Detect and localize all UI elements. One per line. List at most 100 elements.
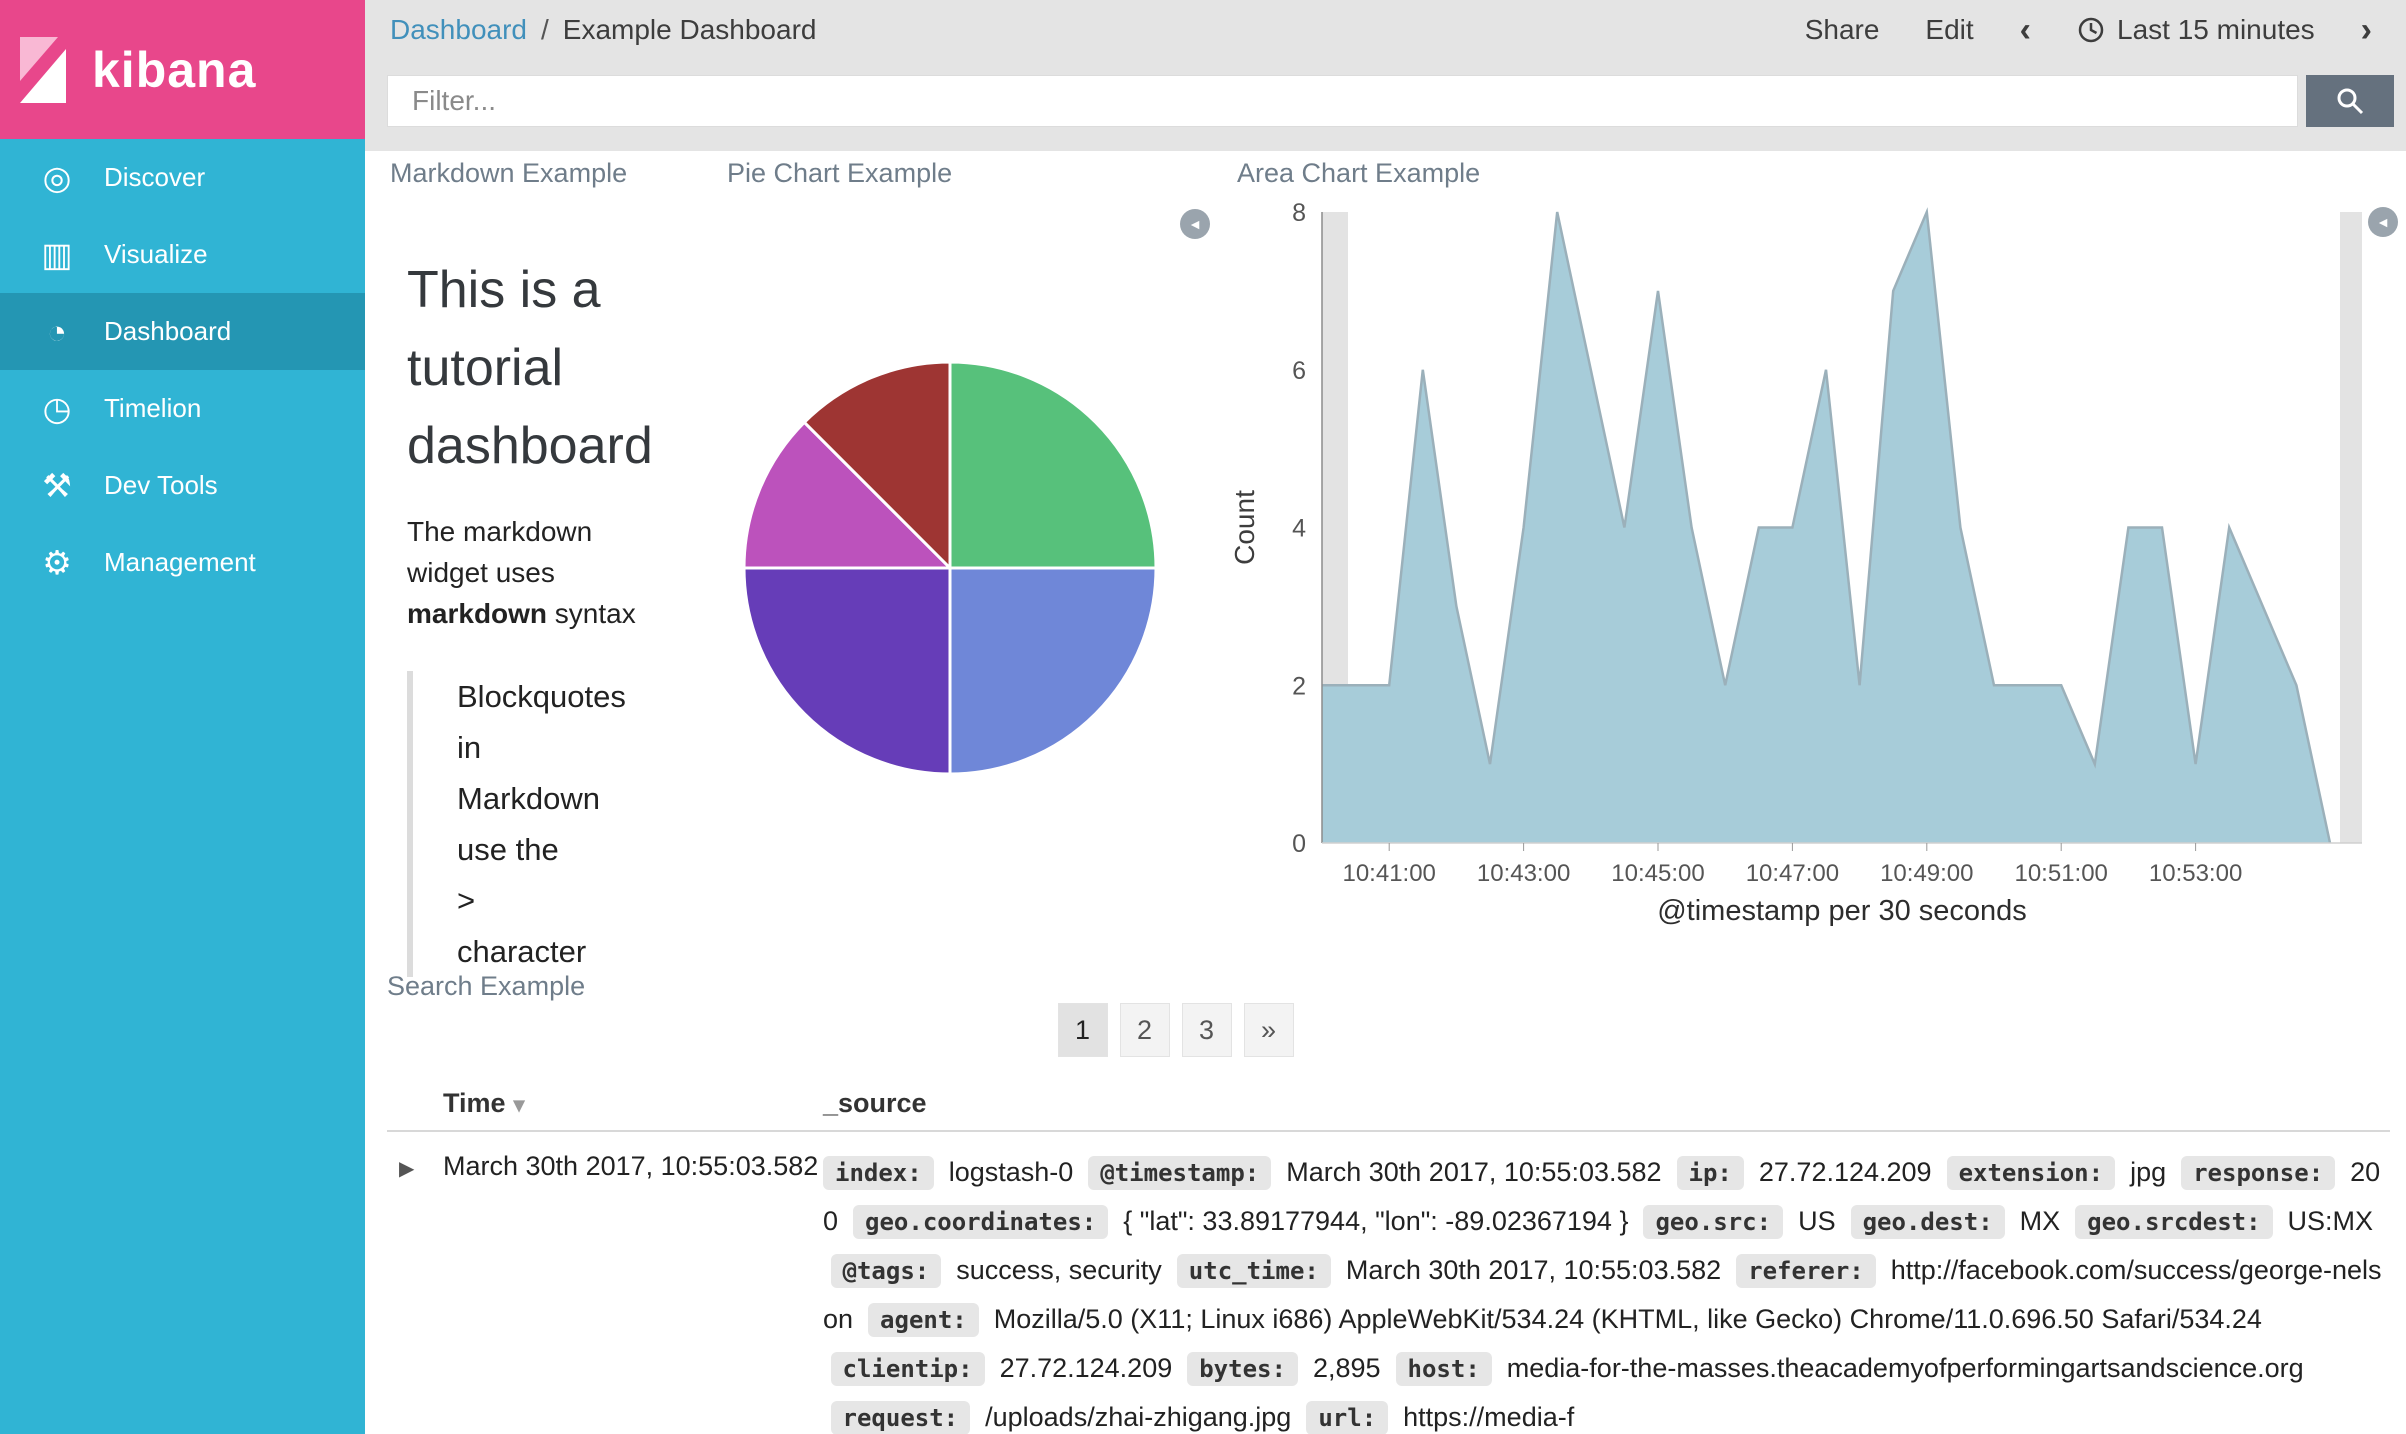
- field-name-badge: geo.coordinates:: [853, 1205, 1109, 1239]
- pie-slice-0[interactable]: [948, 360, 1158, 570]
- edit-button[interactable]: Edit: [1925, 13, 1974, 45]
- table-body: ▶ March 30th 2017, 10:55:03.582 index: log…: [387, 1132, 2390, 1434]
- field-value: March 30th 2017, 10:55:03.582: [1330, 1255, 1737, 1285]
- field-value: March 30th 2017, 10:55:03.582: [1271, 1157, 1677, 1187]
- sidebar-item-label: Dashboard: [104, 316, 232, 346]
- area-chart: 0 2 4 6 8 10:41:00 10:43:00 10:45:00 10:47:00 10:…: [1229, 190, 2406, 980]
- field-value: 27.72.124.209: [1743, 1157, 1947, 1187]
- pie-slice-1[interactable]: [948, 566, 1158, 776]
- kibana-wordmark: kibana: [92, 41, 257, 98]
- kibana-logo[interactable]: kibana: [0, 0, 365, 139]
- breadcrumb-dashboard-link[interactable]: Dashboard: [390, 13, 527, 45]
- search-button[interactable]: [2306, 75, 2394, 127]
- sidebar-item-timelion[interactable]: ◷ Timelion: [0, 370, 365, 447]
- sidebar-item-label: Timelion: [104, 393, 202, 423]
- field-name-badge: utc_time:: [1176, 1254, 1331, 1288]
- sidebar-nav: ◎ Discover ▥ Visualize ◔ Dashboard ◷ Timelion ⚒ D…: [0, 139, 365, 601]
- field-name-badge: geo.srcdest:: [2075, 1205, 2273, 1239]
- row-expand-caret-icon[interactable]: ▶: [399, 1158, 415, 1180]
- sidebar-item-label: Discover: [104, 162, 206, 192]
- field-name-badge: agent:: [868, 1303, 979, 1337]
- field-name-badge: clientip:: [830, 1352, 985, 1386]
- pie-panel-title: Pie Chart Example: [727, 158, 953, 188]
- clock-icon: [2078, 17, 2104, 42]
- pagination-page-1[interactable]: 1: [1057, 1003, 1108, 1057]
- area-series-line: [1322, 207, 2332, 844]
- field-name-badge: url:: [1306, 1401, 1389, 1434]
- pie-slice-3[interactable]: [742, 420, 954, 570]
- field-value: 200: [823, 1157, 2381, 1236]
- pie-slice-2[interactable]: [742, 566, 952, 776]
- field-name-badge: host:: [1395, 1352, 1492, 1386]
- y-tick-label: 4: [1292, 515, 1306, 543]
- sidebar-item-management[interactable]: ⚙ Management: [0, 524, 365, 601]
- markdown-heading: This is a tutorial dashboard: [407, 261, 653, 475]
- x-tick-label: 10:47:00: [1746, 860, 1839, 887]
- y-axis-title: Count: [1230, 490, 1260, 565]
- clock-chart-icon: ◷: [42, 390, 72, 427]
- table-row: ▶ March 30th 2017, 10:55:03.582 index: log…: [387, 1132, 2390, 1434]
- sidebar-item-visualize[interactable]: ▥ Visualize: [0, 216, 365, 293]
- share-button[interactable]: Share: [1804, 13, 1880, 45]
- filter-input[interactable]: [387, 75, 2298, 127]
- pie-chart: [742, 360, 1158, 776]
- area-panel-title: Area Chart Example: [1237, 158, 1481, 188]
- pagination-page-3[interactable]: 3: [1181, 1003, 1232, 1057]
- gear-icon: ⚙: [42, 544, 72, 581]
- field-value: Mozilla/5.0 (X11; Linux i686) AppleWebKi…: [823, 1304, 2262, 1383]
- sidebar-item-label: Management: [104, 547, 256, 577]
- table-header-row: Time ▾ _source: [387, 1076, 2390, 1132]
- field-value: /uploads/zhai-zhigang.jpg: [970, 1402, 1307, 1432]
- pie-panel-toggle-icon[interactable]: ◄: [1180, 209, 1210, 239]
- topbar-actions: Share Edit ‹ Last 15 minutes ›: [1805, 13, 2372, 47]
- area-panel-toggle-icon[interactable]: ◄: [2368, 207, 2398, 237]
- compass-icon: ◎: [42, 159, 72, 196]
- field-value: 2,895: [1297, 1353, 1396, 1383]
- field-value: media-for-the-masses.theacademyofperform…: [823, 1353, 2304, 1432]
- x-tick-label: 10:45:00: [1611, 860, 1704, 887]
- area-series: [1322, 212, 2330, 843]
- wrench-icon: ⚒: [42, 467, 72, 504]
- field-value: success, security: [941, 1255, 1177, 1285]
- field-name-badge: extension:: [1946, 1156, 2116, 1190]
- x-tick-label: 10:53:00: [2149, 860, 2242, 887]
- sidebar-item-dev-tools[interactable]: ⚒ Dev Tools: [0, 447, 365, 524]
- pagination-next-button[interactable]: »: [1243, 1003, 1294, 1057]
- field-value: 27.72.124.209: [984, 1353, 1188, 1383]
- column-header-source: _source: [823, 1087, 927, 1118]
- field-name-badge: ip:: [1676, 1156, 1744, 1190]
- field-name-badge: request:: [830, 1401, 971, 1434]
- sidebar-item-discover[interactable]: ◎ Discover: [0, 139, 365, 216]
- markdown-paragraph-text-after: syntax: [547, 598, 636, 629]
- time-forward-icon[interactable]: ›: [2360, 10, 2372, 49]
- pie-slice-4[interactable]: [802, 360, 952, 572]
- breadcrumb-current: Example Dashboard: [562, 13, 817, 45]
- sidebar-item-label: Dev Tools: [104, 470, 218, 500]
- field-name-badge: @tags:: [830, 1254, 942, 1288]
- filter-bar: [365, 59, 2406, 151]
- search-pagination: 1 2 3»: [365, 1003, 1986, 1057]
- x-axis-title: @timestamp per 30 seconds: [1657, 895, 2027, 927]
- time-range-picker[interactable]: Last 15 minutes: [2077, 14, 2315, 46]
- field-name-badge: @timestamp:: [1088, 1156, 1272, 1190]
- sort-caret-icon: ▾: [513, 1091, 525, 1117]
- search-panel-title: Search Example: [387, 971, 586, 1001]
- markdown-paragraph-text: The markdown widget uses: [407, 516, 593, 588]
- field-value: logstash-0: [933, 1157, 1089, 1187]
- column-header-time[interactable]: Time ▾: [443, 1087, 525, 1118]
- endzone-right: [2340, 212, 2362, 843]
- kibana-logo-icon: [20, 36, 66, 103]
- markdown-blockquote: Blockquotes in Markdown use the > charac…: [407, 671, 626, 977]
- sidebar-item-dashboard[interactable]: ◔ Dashboard: [0, 293, 365, 370]
- field-name-badge: index:: [823, 1156, 934, 1190]
- x-tick-label: 10:49:00: [1880, 860, 1973, 887]
- markdown-paragraph-bold: markdown: [407, 598, 548, 629]
- gauge-icon: ◔: [47, 312, 67, 350]
- row-time: March 30th 2017, 10:55:03.582: [443, 1151, 819, 1181]
- y-tick-label: 0: [1292, 830, 1306, 858]
- pagination-page-2[interactable]: 2: [1119, 1003, 1170, 1057]
- time-back-icon[interactable]: ‹: [2019, 10, 2031, 49]
- x-tick-label: 10:43:00: [1477, 860, 1570, 887]
- y-tick-label: 8: [1292, 199, 1306, 227]
- breadcrumb-separator: /: [540, 13, 549, 45]
